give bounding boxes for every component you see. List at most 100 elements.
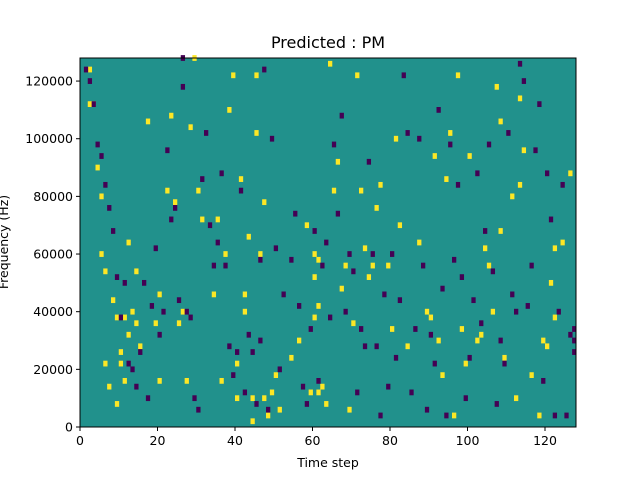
cell-low-58 xyxy=(304,401,310,407)
cell-low-49 xyxy=(266,406,271,413)
cell-low-90 xyxy=(428,331,434,338)
cell-high-119 xyxy=(541,337,546,344)
cell-high-40 xyxy=(227,107,232,113)
y-tick-label: 40000 xyxy=(33,304,73,319)
cell-high-51 xyxy=(254,130,259,136)
cell-high-56 xyxy=(269,389,275,396)
cell-high-54 xyxy=(262,199,267,206)
cell-high-100 xyxy=(459,326,465,332)
cell-low-89 xyxy=(424,406,430,413)
cell-high-92 xyxy=(428,314,434,321)
cell-low-107 xyxy=(494,401,499,407)
cell-low-42 xyxy=(242,389,248,396)
y-axis: 0 20000 40000 60000 80000 100000 120000 xyxy=(25,74,80,435)
cell-low-37 xyxy=(223,262,228,269)
y-axis-label: Frequency (Hz) xyxy=(0,195,11,289)
cell-high-52 xyxy=(258,251,263,257)
cell-low-67 xyxy=(339,112,344,119)
cell-low-18 xyxy=(153,245,158,252)
cell-low-95 xyxy=(448,141,453,148)
y-tick-label: 20000 xyxy=(33,362,73,377)
x-tick-label: 60 xyxy=(305,433,321,448)
cell-high-20 xyxy=(134,320,139,327)
cell-low-17 xyxy=(149,303,155,309)
cell-low-75 xyxy=(370,251,375,257)
cell-low-92 xyxy=(436,107,441,113)
cell-high-19 xyxy=(134,268,139,275)
cell-low-46 xyxy=(258,256,263,263)
cell-high-0 xyxy=(87,66,93,73)
cell-low-79 xyxy=(386,383,391,390)
cell-low-85 xyxy=(409,389,414,396)
cell-low-9 xyxy=(118,314,124,321)
cell-low-74 xyxy=(366,158,372,165)
cell-low-41 xyxy=(238,187,244,194)
cell-low-65 xyxy=(331,141,337,148)
cell-high-85 xyxy=(386,262,391,269)
cell-high-83 xyxy=(374,205,379,211)
cell-high-99 xyxy=(455,72,461,79)
cell-low-11 xyxy=(126,360,131,367)
cell-high-5 xyxy=(99,251,104,257)
cell-high-111 xyxy=(502,354,507,361)
cell-high-98 xyxy=(452,412,457,419)
cell-low-5 xyxy=(103,181,108,188)
cell-high-41 xyxy=(231,72,236,79)
cell-low-104 xyxy=(483,228,488,234)
cell-low-91 xyxy=(432,360,437,367)
x-axis-label: Time step xyxy=(296,455,359,470)
cell-low-78 xyxy=(382,291,387,298)
cell-low-33 xyxy=(207,222,213,229)
cell-low-44 xyxy=(250,349,255,355)
cell-high-102 xyxy=(467,153,472,159)
cell-low-59 xyxy=(308,326,313,332)
cell-low-70 xyxy=(351,268,356,275)
cell-low-24 xyxy=(176,297,182,304)
cell-high-59 xyxy=(289,354,294,361)
cell-low-125 xyxy=(564,412,569,419)
cell-low-126 xyxy=(568,331,573,338)
cell-low-99 xyxy=(463,395,468,402)
cell-low-112 xyxy=(514,308,519,315)
cell-high-61 xyxy=(304,222,310,229)
cell-low-21 xyxy=(165,147,170,154)
cell-high-25 xyxy=(157,377,162,384)
cell-low-101 xyxy=(471,297,476,304)
cell-low-71 xyxy=(355,389,360,396)
cell-low-60 xyxy=(312,228,317,234)
cell-low-34 xyxy=(211,262,217,269)
cell-low-14 xyxy=(138,349,143,355)
cell-high-64 xyxy=(312,274,317,280)
cell-high-58 xyxy=(277,406,282,413)
cell-high-37 xyxy=(215,216,220,223)
cell-low-62 xyxy=(320,262,325,269)
cell-high-24 xyxy=(157,291,162,298)
cell-high-13 xyxy=(118,360,124,367)
cell-low-73 xyxy=(362,343,368,350)
cell-high-4 xyxy=(99,193,104,200)
cell-low-47 xyxy=(258,337,263,344)
cell-low-66 xyxy=(335,210,341,217)
cell-high-125 xyxy=(568,170,573,177)
y-tick-label: 100000 xyxy=(25,131,73,146)
cell-low-77 xyxy=(378,412,383,419)
cell-high-94 xyxy=(436,337,441,344)
cell-low-100 xyxy=(467,354,472,361)
cell-low-19 xyxy=(157,331,162,338)
cell-high-75 xyxy=(343,262,348,269)
cell-high-18 xyxy=(130,308,135,315)
cell-low-64 xyxy=(328,314,333,321)
cell-high-122 xyxy=(552,245,558,252)
cell-high-69 xyxy=(320,383,325,390)
cell-high-27 xyxy=(169,112,174,119)
x-tick-label: 120 xyxy=(533,433,557,448)
cell-low-72 xyxy=(359,326,364,332)
cell-high-104 xyxy=(479,331,484,338)
cell-low-15 xyxy=(142,279,147,286)
cell-low-116 xyxy=(529,262,534,269)
cell-low-96 xyxy=(452,256,457,263)
cell-high-73 xyxy=(335,158,341,165)
cell-high-29 xyxy=(176,320,182,327)
cell-low-55 xyxy=(293,210,298,217)
cell-high-10 xyxy=(114,314,120,321)
